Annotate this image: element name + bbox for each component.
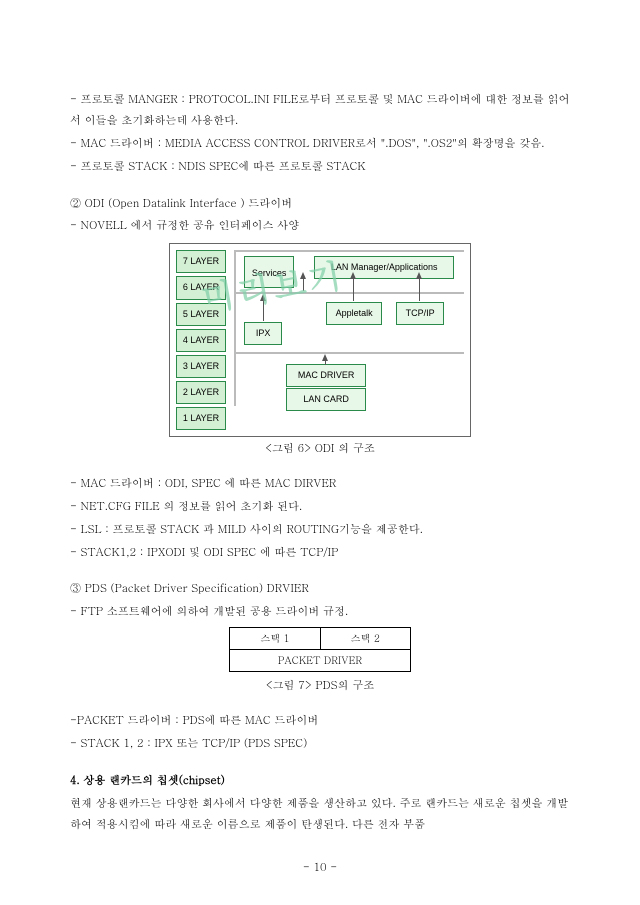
arrow-icon — [300, 272, 306, 279]
layer-5: 5 LAYER — [176, 303, 226, 326]
arrow-icon — [350, 272, 356, 279]
node-macdriver: MAC DRIVER — [286, 364, 366, 387]
layer-stack: 7 LAYER 6 LAYER 5 LAYER 4 LAYER 3 LAYER … — [176, 250, 226, 430]
layer-6: 6 LAYER — [176, 276, 226, 299]
table-cell: 스택 2 — [320, 628, 410, 650]
heading-odi: ② ODI (Open Datalink Interface ) 드라이버 — [70, 194, 570, 215]
paragraph: - LSL : 프로토콜 STACK 과 MILD 사이의 ROUTING기능을… — [70, 520, 570, 541]
node-appletalk: Appletalk — [326, 302, 382, 325]
layer-3: 3 LAYER — [176, 355, 226, 378]
pds-table: 스택 1 스택 2 PACKET DRIVER — [229, 627, 411, 672]
paragraph: - MAC 드라이버 : ODI, SPEC 에 따른 MAC DIRVER — [70, 474, 570, 495]
page-content: - 프로토콜 MANGER : PROTOCOL.INI FILE로부터 프로토… — [0, 0, 640, 878]
layer-1: 1 LAYER — [176, 407, 226, 430]
arrow-shaft — [263, 301, 264, 321]
node-lanmgr: LAN Manager/Applications — [314, 256, 454, 279]
paragraph: - MAC 드라이버 : MEDIA ACCESS CONTROL DRIVER… — [70, 134, 570, 155]
odi-diagram: 7 LAYER 6 LAYER 5 LAYER 4 LAYER 3 LAYER … — [70, 243, 570, 437]
arrow-icon — [416, 272, 422, 279]
heading-pds: ③ PDS (Packet Driver Specification) DRVI… — [70, 579, 570, 600]
paragraph: - STACK 1, 2 : IPX 또는 TCP/IP (PDS SPEC) — [70, 734, 570, 755]
paragraph: - NET.CFG FILE 의 정보를 읽어 초기화 된다. — [70, 497, 570, 518]
arrow-shaft — [303, 279, 304, 291]
node-tcpip: TCP/IP — [396, 302, 444, 325]
paragraph: -PACKET 드라이버 : PDS에 따른 MAC 드라이버 — [70, 711, 570, 732]
arrow-shaft — [353, 279, 354, 301]
arrow-icon — [322, 354, 328, 361]
table-cell: 스택 1 — [230, 628, 320, 650]
paragraph: - NOVELL 에서 규정한 공유 인터페이스 사양 — [70, 216, 570, 237]
figure-caption-7: <그림 7> PDS의 구조 — [70, 676, 570, 697]
paragraph: - STACK1,2 : IPXODI 및 ODI SPEC 에 따른 TCP/… — [70, 543, 570, 564]
node-services: Services — [244, 256, 294, 288]
node-lancard: LAN CARD — [286, 388, 366, 411]
layer-4: 4 LAYER — [176, 329, 226, 352]
page-number: - 10 - — [0, 860, 640, 875]
table-cell: PACKET DRIVER — [230, 650, 411, 672]
arrow-icon — [260, 294, 266, 301]
node-ipx: IPX — [244, 322, 282, 345]
paragraph: 현재 상용랜카드는 다양한 회사에서 다양한 제품을 생산하고 있다. 주로 랜… — [70, 794, 570, 836]
arrow-shaft — [325, 361, 326, 365]
figure-caption-6: <그림 6> ODI 의 구조 — [70, 439, 570, 460]
section-heading-4: 4. 상용 랜카드의 칩셋(chipset) — [70, 771, 570, 792]
layer-2: 2 LAYER — [176, 381, 226, 404]
paragraph: - 프로토콜 MANGER : PROTOCOL.INI FILE로부터 프로토… — [70, 90, 570, 132]
diagram-body: Services LAN Manager/Applications IPX Ap… — [234, 250, 464, 406]
paragraph: - 프로토콜 STACK : NDIS SPEC에 따른 프로토콜 STACK — [70, 157, 570, 178]
arrow-shaft — [419, 279, 420, 301]
paragraph: - FTP 소프트웨어에 의하여 개발된 공용 드라이버 규정. — [70, 602, 570, 623]
layer-7: 7 LAYER — [176, 250, 226, 273]
